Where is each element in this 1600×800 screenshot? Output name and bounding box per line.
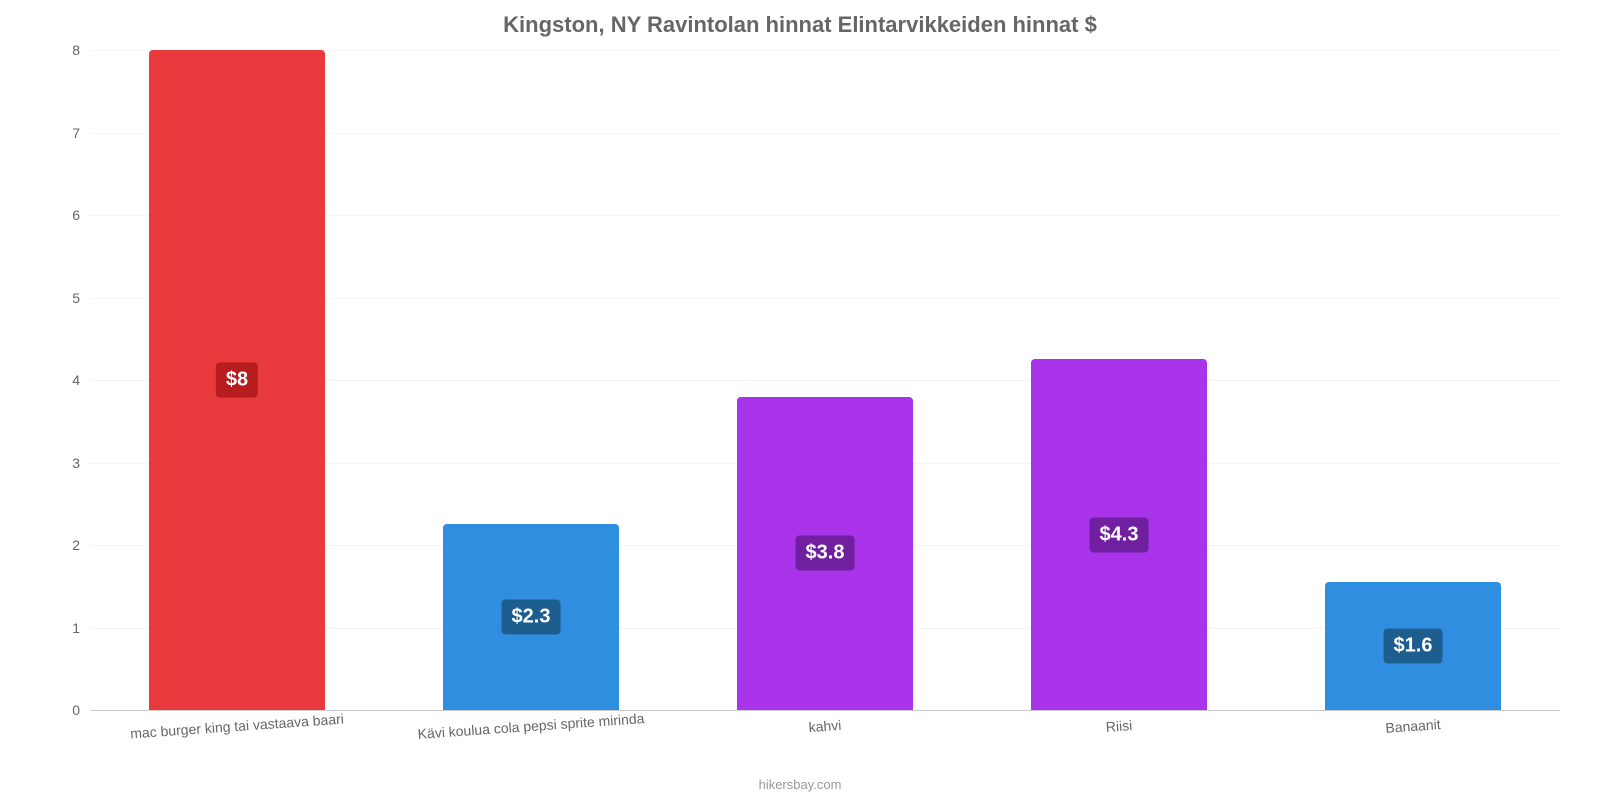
bar: $2.3	[443, 524, 619, 710]
bar: $4.3	[1031, 359, 1207, 710]
y-tick-label: 3	[72, 455, 80, 471]
value-badge: $2.3	[502, 600, 561, 635]
y-tick-label: 5	[72, 290, 80, 306]
value-badge: $8	[216, 363, 258, 398]
y-tick-label: 0	[72, 702, 80, 718]
x-axis-labels: mac burger king tai vastaava baari Kävi k…	[90, 710, 1560, 770]
x-tick-label: Banaanit	[1385, 716, 1441, 736]
x-tick-label: mac burger king tai vastaava baari	[130, 711, 345, 742]
chart-title: Kingston, NY Ravintolan hinnat Elintarvi…	[0, 0, 1600, 38]
y-tick-label: 2	[72, 537, 80, 553]
bar: $1.6	[1325, 582, 1501, 710]
y-tick-label: 6	[72, 207, 80, 223]
y-tick-label: 1	[72, 620, 80, 636]
value-badge: $3.8	[796, 536, 855, 571]
x-tick-label: Riisi	[1105, 717, 1133, 735]
y-tick-label: 4	[72, 372, 80, 388]
x-tick-label: Kävi koulua cola pepsi sprite mirinda	[417, 710, 645, 742]
bar: $3.8	[737, 397, 913, 711]
bar: $8	[149, 50, 325, 710]
value-badge: $4.3	[1090, 517, 1149, 552]
y-tick-label: 8	[72, 42, 80, 58]
y-tick-label: 7	[72, 125, 80, 141]
value-badge: $1.6	[1384, 629, 1443, 664]
attribution-text: hikersbay.com	[0, 777, 1600, 792]
plot-area: 012345678$8$2.3$3.8$4.3$1.6	[90, 50, 1560, 710]
x-tick-label: kahvi	[808, 717, 842, 735]
